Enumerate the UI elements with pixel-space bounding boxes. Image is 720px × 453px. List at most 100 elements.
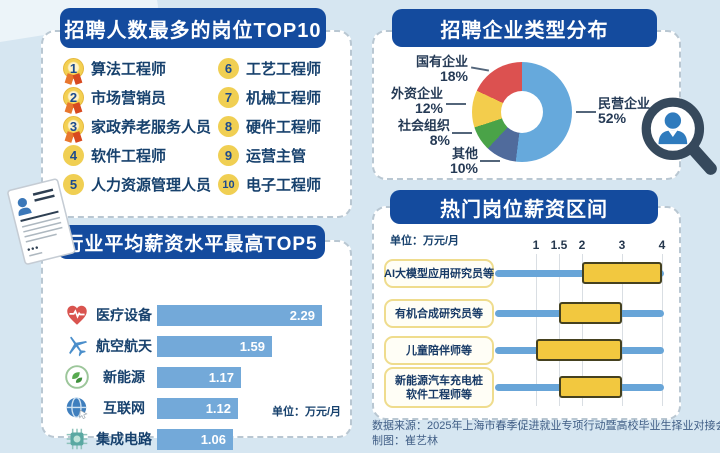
top10-list-left: 1 算法工程师 2 市场营销员 3 家政养老服务人员 4 软件工程师 5 人力资…: [63, 54, 211, 199]
position-label: 人力资源管理人员: [91, 177, 212, 194]
top10-title-text: 招聘人数最多的岗位TOP10: [64, 19, 322, 42]
rank-number: 10: [222, 178, 235, 191]
donut-hole: [501, 91, 543, 133]
credit-text: 制图：崔艺林: [372, 435, 438, 447]
leader-line: [446, 103, 466, 105]
bar-value: 1.06: [200, 432, 226, 447]
leader-line: [452, 132, 472, 134]
position-pill: 儿童陪伴师等: [384, 336, 494, 365]
range-box: [559, 376, 622, 398]
position-label: 运营主管: [246, 148, 307, 165]
list-item: 4 软件工程师: [63, 141, 211, 170]
gridline: [559, 254, 560, 406]
range-box: [582, 262, 662, 284]
unit-label: 单位：万元/月: [272, 406, 342, 418]
position-label: AI大模型应用研究员等: [384, 267, 494, 280]
gridline: [536, 254, 537, 406]
rank-medal-icon: 2: [63, 87, 84, 108]
position-label: 工艺工程师: [246, 61, 322, 78]
leader-line: [480, 160, 500, 162]
list-item: 9 运营主管: [218, 141, 321, 170]
position-label: 机械工程师: [246, 90, 322, 107]
pie-label: 其他 10%: [424, 146, 478, 176]
rank-badge-icon: 4: [63, 145, 84, 166]
bar-value: 2.29: [289, 308, 315, 323]
bar-value: 1.59: [239, 339, 265, 354]
gridline: [662, 254, 663, 406]
segment-name: 社会组织: [397, 118, 450, 133]
rank-number: 8: [224, 119, 233, 134]
position-pill: 有机合成研究员等: [384, 299, 494, 328]
position-label: 电子工程师: [246, 177, 322, 194]
heart-pulse-icon: [67, 305, 87, 325]
industry-salary-title-text: 行业平均薪资水平最高TOP5: [64, 233, 318, 255]
segment-pct: 18%: [439, 68, 468, 84]
rank-number: 4: [69, 148, 78, 163]
footer: 数据来源：2025年上海市春季促进就业专项行动暨高校毕业生择业对接会 制图：崔艺…: [372, 419, 720, 449]
salary-bar: 1.17: [157, 367, 241, 388]
salary-bar: 1.59: [157, 336, 272, 357]
range-line: [495, 270, 664, 277]
salary-bar: 1.06: [157, 429, 233, 450]
axis-tick-label: 1: [532, 238, 540, 252]
list-item: 1 算法工程师: [63, 54, 211, 83]
salary-range-title-text: 热门岗位薪资区间: [440, 198, 608, 221]
rank-number: 2: [69, 90, 78, 105]
axis-tick-label: 4: [658, 238, 666, 252]
pie-label: 民营企业 52%: [598, 96, 668, 126]
industry-label: 新能源: [103, 369, 145, 385]
leaf-icon: [65, 365, 89, 389]
range-box: [559, 302, 622, 324]
leader-line: [576, 111, 596, 113]
list-item: 7 机械工程师: [218, 83, 321, 112]
list-item: 5 人力资源管理人员: [63, 170, 211, 199]
rank-badge-icon: 10: [218, 174, 239, 195]
industry-salary-title: 行业平均薪资水平最高TOP5: [57, 225, 325, 259]
position-label-line2: 软件工程师等: [406, 388, 472, 401]
position-label: 软件工程师: [91, 148, 167, 165]
pie-label: 社会组织 8%: [384, 118, 450, 148]
segment-name: 外资企业: [390, 86, 443, 101]
rank-number: 3: [69, 119, 78, 134]
rank-badge-icon: 7: [218, 87, 239, 108]
gridline: [622, 254, 623, 406]
segment-name: 民营企业: [598, 96, 651, 111]
segment-pct: 10%: [449, 160, 478, 176]
globe-icon: [66, 397, 88, 420]
rank-medal-icon: 1: [63, 58, 84, 79]
list-item: 2 市场营销员: [63, 83, 211, 112]
salary-range-panel: 单位：万元/月 1 1.5 2 3 4 AI大模型应用研究员等 有机合成研究员等…: [372, 206, 681, 420]
rank-badge-icon: 9: [218, 145, 239, 166]
position-label: 算法工程师: [91, 61, 167, 78]
rank-number: 5: [69, 177, 78, 192]
list-item: 10 电子工程师: [218, 170, 321, 199]
salary-bar: 1.12: [157, 398, 238, 419]
rank-number: 6: [224, 61, 233, 76]
position-pill: AI大模型应用研究员等: [384, 259, 494, 288]
position-label: 儿童陪伴师等: [406, 344, 472, 357]
industry-label: 医疗设备: [96, 307, 152, 323]
airplane-icon: [69, 336, 88, 357]
axis-tick-label: 3: [618, 238, 626, 252]
industry-label: 互联网: [103, 400, 145, 416]
top10-panel-title: 招聘人数最多的岗位TOP10: [60, 8, 326, 48]
list-item: 3 家政养老服务人员: [63, 112, 211, 141]
bar-value: 1.12: [205, 401, 231, 416]
top10-positions-panel: [41, 30, 352, 218]
data-source-text: 数据来源：2025年上海市春季促进就业专项行动暨高校毕业生择业对接会: [372, 420, 720, 432]
unit-label: 单位：万元/月: [390, 235, 460, 247]
position-label: 新能源汽车充电桩: [395, 374, 483, 387]
segment-name: 其他: [451, 146, 478, 161]
position-label: 硬件工程师: [246, 119, 322, 136]
rank-badge-icon: 6: [218, 58, 239, 79]
rank-badge-icon: 5: [63, 174, 84, 195]
chip-icon: [66, 428, 88, 450]
position-pill: 新能源汽车充电桩 软件工程师等: [384, 367, 494, 408]
axis-tick-label: 2: [578, 238, 586, 252]
range-box: [536, 339, 622, 361]
top10-list-right: 6 工艺工程师 7 机械工程师 8 硬件工程师 9 运营主管 10 电子工程师: [218, 54, 321, 199]
rank-medal-icon: 3: [63, 116, 84, 137]
rank-number: 9: [224, 148, 233, 163]
position-label: 有机合成研究员等: [395, 307, 483, 320]
segment-pct: 52%: [598, 110, 627, 126]
